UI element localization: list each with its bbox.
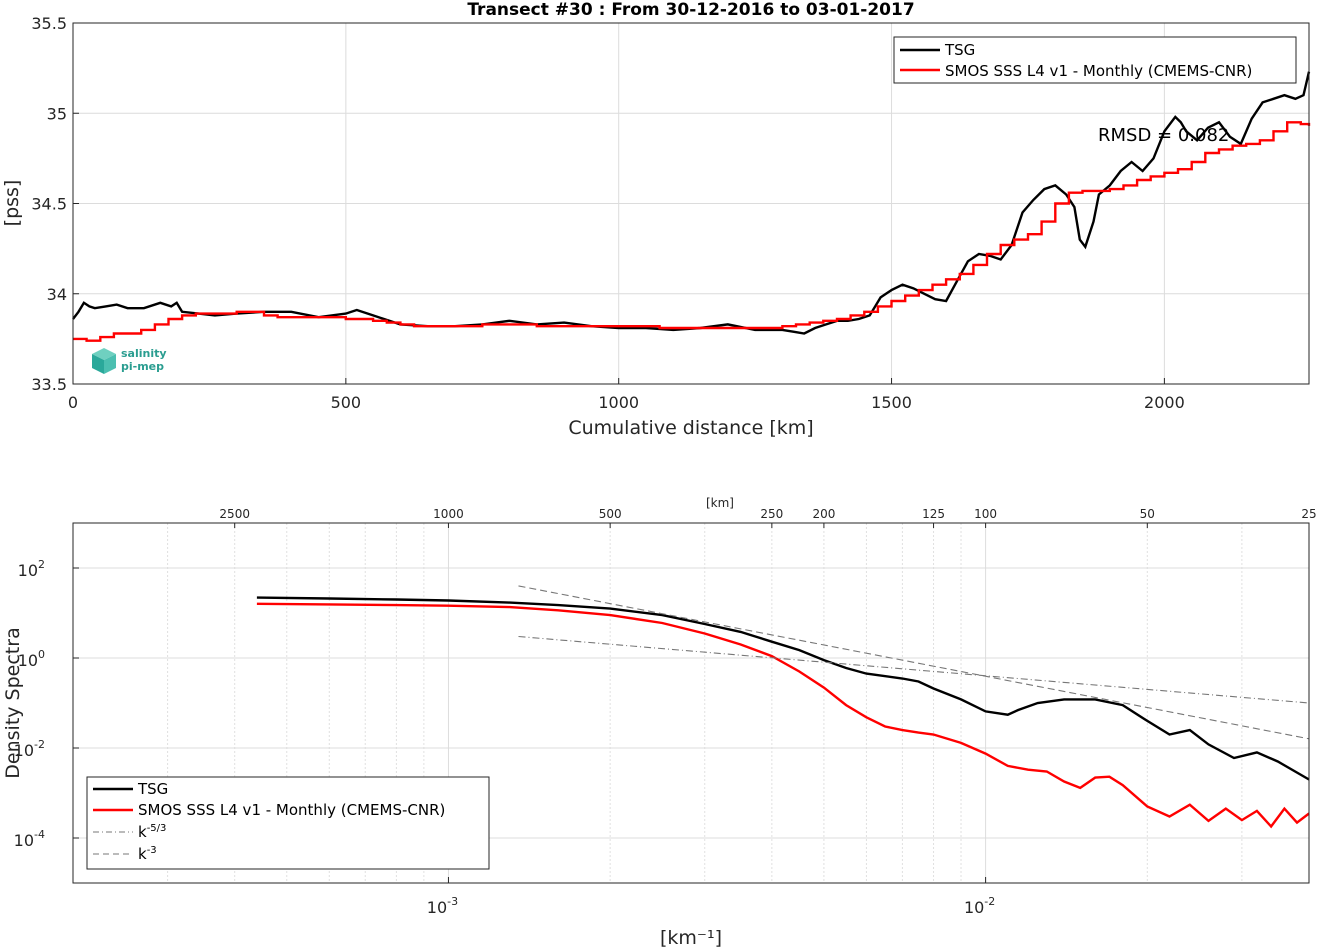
legend-label-smos: SMOS SSS L4 v1 - Monthly (CMEMS-CNR) <box>945 62 1252 80</box>
logo-cube-icon <box>92 348 116 374</box>
top-axis-tick-label: 125 <box>922 507 945 521</box>
top-x-tick-label: 0 <box>68 393 78 412</box>
top-y-tick-label: 33.5 <box>31 375 67 394</box>
legend-label-smos-spectra: SMOS SSS L4 v1 - Monthly (CMEMS-CNR) <box>138 801 445 819</box>
bottom-y-tick-label: 102 <box>18 558 45 580</box>
spectrum-line-k3 <box>518 585 1310 740</box>
top-axis-tick-label: 250 <box>760 507 783 521</box>
chart-title: Transect #30 : From 30-12-2016 to 03-01-… <box>467 0 914 20</box>
top-legend: TSG SMOS SSS L4 v1 - Monthly (CMEMS-CNR) <box>893 36 1297 84</box>
logo-text-line2: pi-mep <box>121 360 164 373</box>
top-tick-labels: 0 500 1000 1500 2000 33.5 34 34.5 35 35.5 <box>31 14 1184 412</box>
top-y-tick-label: 34 <box>47 285 67 304</box>
top-axis-tick-label: 50 <box>1140 507 1155 521</box>
bottom-legend: TSG SMOS SSS L4 v1 - Monthly (CMEMS-CNR)… <box>86 776 490 870</box>
spectrum-line-k53 <box>518 635 1310 704</box>
spectrum-line-tsg <box>256 596 1310 781</box>
top-x-tick-label: 2000 <box>1144 393 1185 412</box>
rmsd-annotation: RMSD = 0.082 <box>1098 125 1229 146</box>
legend-label-tsg: TSG <box>944 41 975 59</box>
top-ylabel: [pss] <box>1 180 23 227</box>
top-legend-box <box>893 36 1297 84</box>
bottom-ylabel: Density Spectra <box>2 627 24 778</box>
bottom-xlabel: [km⁻¹] <box>660 927 722 948</box>
legend-label-k3: k-3 <box>138 845 157 863</box>
legend-label-tsg-spectra: TSG <box>137 780 168 798</box>
top-axis-tick-label: 2500 <box>219 507 250 521</box>
bottom-series-lines <box>256 585 1310 829</box>
bottom-x-tick-label: 10-3 <box>427 895 458 917</box>
top-axis-label: [km] <box>706 496 734 510</box>
top-y-tick-label: 34.5 <box>31 195 67 214</box>
top-x-tick-label: 1500 <box>871 393 912 412</box>
salinity-transect-panel: Transect #30 : From 30-12-2016 to 03-01-… <box>1 0 1311 439</box>
top-y-tick-label: 35 <box>47 104 67 123</box>
legend-label-k53: k-5/3 <box>138 823 166 841</box>
top-xlabel: Cumulative distance [km] <box>568 417 813 439</box>
top-axis-tick-label: 100 <box>974 507 997 521</box>
bottom-legend-box <box>86 776 490 870</box>
top-series-lines <box>72 71 1311 342</box>
top-grid <box>73 23 1309 384</box>
logo-text-line1: salinity <box>121 347 167 360</box>
bottom-x-tick-label: 10-2 <box>964 895 995 917</box>
spectrum-line-smos <box>256 602 1310 829</box>
series-line-smos <box>73 121 1311 342</box>
top-axis-tick-label: 1000 <box>433 507 464 521</box>
top-x-tick-label: 1000 <box>598 393 639 412</box>
top-axis-tick-label: 25 <box>1301 507 1316 521</box>
bottom-y-tick-label: 10-4 <box>14 828 45 850</box>
top-x-tick-label: 500 <box>331 393 362 412</box>
top-axis-tick-label: 500 <box>599 507 622 521</box>
top-y-tick-label: 35.5 <box>31 14 67 33</box>
top-axis-tick-label: 200 <box>812 507 835 521</box>
bottom-axes-box <box>72 522 1310 884</box>
salinity-pi-mep-logo: salinity pi-mep <box>92 347 167 374</box>
